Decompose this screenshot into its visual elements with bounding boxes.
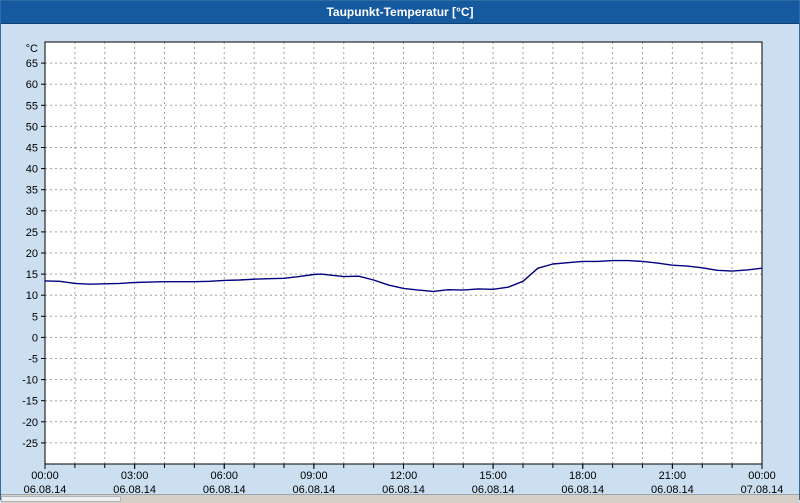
y-tick-label: 30 <box>26 206 38 218</box>
x-tick-date-label: 06.08.14 <box>382 484 425 494</box>
y-tick-label: 15 <box>26 269 38 281</box>
x-tick-time-label: 15:00 <box>479 470 507 482</box>
x-tick-time-label: 21:00 <box>659 470 687 482</box>
x-tick-time-label: 09:00 <box>300 470 328 482</box>
y-tick-label: -20 <box>22 417 38 429</box>
x-tick-date-label: 06.08.14 <box>292 484 335 494</box>
y-tick-label: 20 <box>26 248 38 260</box>
temperature-line <box>44 259 763 293</box>
y-tick-label: 40 <box>26 164 38 176</box>
y-tick-label: 50 <box>26 121 38 133</box>
y-tick-label: 10 <box>26 290 38 302</box>
x-tick-date-label: 06.08.14 <box>203 484 246 494</box>
y-tick-label: 5 <box>32 311 38 323</box>
x-tick-time-label: 12:00 <box>390 470 418 482</box>
y-tick-label: 45 <box>26 143 38 155</box>
x-tick-time-label: 18:00 <box>569 470 597 482</box>
y-axis-unit-label: °C <box>26 43 38 55</box>
x-tick-date-label: 06.08.14 <box>113 484 156 494</box>
chart-area: 65 60 55 50 45 40 35 30 25 20 15 10 5 0 -5 -10 -15 -20 -25… <box>1 24 799 494</box>
y-tick-label: -10 <box>22 375 38 387</box>
y-tick-label: 35 <box>26 185 38 197</box>
x-tick-date-label: 06.08.14 <box>561 484 604 494</box>
x-tick-date-label: 06.08.14 <box>472 484 515 494</box>
y-tick-label: 55 <box>26 100 38 112</box>
x-tick-time-label: 03:00 <box>121 470 149 482</box>
title-bar[interactable]: Taupunkt-Temperatur [°C] <box>1 1 799 24</box>
x-tick-time-label: 06:00 <box>210 470 238 482</box>
y-tick-label: 0 <box>32 332 38 344</box>
y-tick-label: -15 <box>22 396 38 408</box>
scrollbar-thumb[interactable] <box>1 496 121 502</box>
y-tick-label: 25 <box>26 227 38 239</box>
x-tick-date-label: 07.08.14 <box>741 484 784 494</box>
y-tick-label: 60 <box>26 79 38 91</box>
x-tick-date-label: 06.08.14 <box>651 484 694 494</box>
x-tick-date-label: 06.08.14 <box>24 484 67 494</box>
y-tick-label: 65 <box>26 58 38 70</box>
y-tick-label: -25 <box>22 438 38 450</box>
dewpoint-chart: 65605550454035302520151050-5-10-15-20-25… <box>22 41 784 494</box>
horizontal-scrollbar[interactable] <box>1 494 799 503</box>
window-title: Taupunkt-Temperatur [°C] <box>326 5 474 19</box>
y-tick-label: -5 <box>28 354 38 366</box>
x-tick-time-label: 00:00 <box>748 470 776 482</box>
x-tick-time-label: 00:00 <box>31 470 59 482</box>
